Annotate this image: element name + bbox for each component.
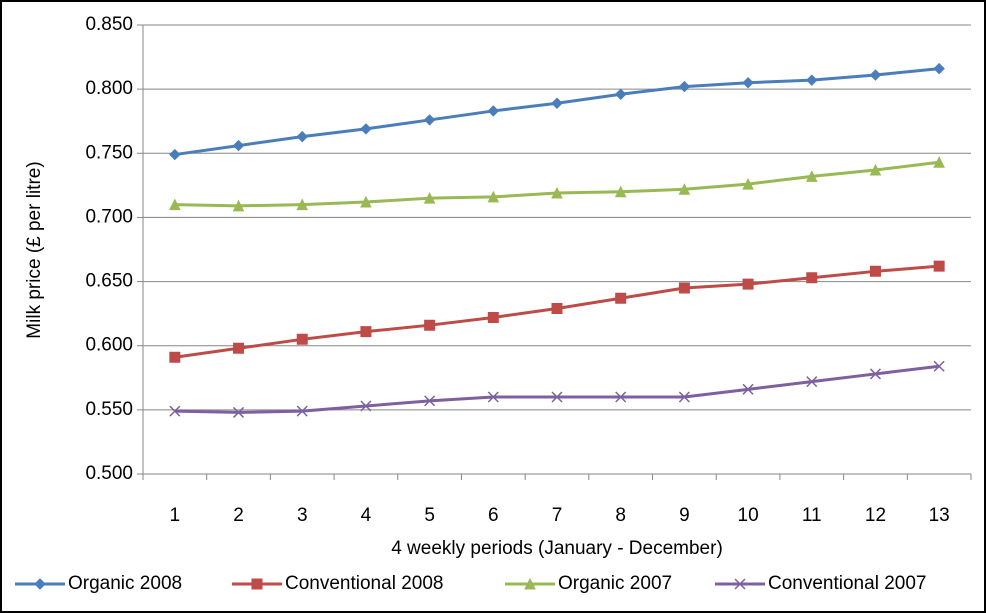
- legend-label: Organic 2007: [558, 573, 672, 594]
- data-point: [360, 326, 372, 338]
- legend-marker: [251, 578, 263, 590]
- data-point: [742, 177, 754, 190]
- data-point: [169, 148, 181, 161]
- data-point: [360, 400, 372, 412]
- data-point: [615, 292, 627, 304]
- legend-label: Organic 2008: [68, 573, 182, 594]
- data-point: [232, 139, 245, 152]
- data-point: [487, 190, 500, 203]
- data-point: [742, 77, 754, 89]
- data-point: [424, 319, 436, 331]
- data-point: [360, 123, 372, 135]
- x-tick-label: 7: [552, 505, 563, 526]
- data-point: [233, 406, 245, 418]
- data-point: [169, 405, 181, 417]
- data-point: [742, 278, 754, 290]
- data-point: [487, 105, 500, 117]
- data-point: [933, 260, 945, 272]
- data-point: [169, 198, 181, 211]
- legend-marker: [734, 578, 746, 590]
- data-point: [805, 170, 818, 182]
- x-tick-label: 1: [170, 505, 181, 526]
- x-tick-label: 3: [297, 505, 308, 526]
- data-point: [678, 80, 691, 93]
- y-tick-label: 0.650: [85, 271, 133, 292]
- y-axis-label: Milk price (£ per litre): [24, 161, 45, 338]
- y-tick-label: 0.600: [85, 335, 133, 356]
- x-tick-label: 8: [615, 505, 626, 526]
- data-point: [614, 185, 627, 198]
- legend-label: Conventional 2007: [768, 573, 926, 594]
- data-point: [869, 368, 881, 380]
- data-point: [806, 376, 818, 388]
- data-point: [296, 130, 308, 143]
- y-tick-label: 0.800: [85, 78, 133, 99]
- data-point: [806, 74, 818, 86]
- x-axis-label: 4 weekly periods (January - December): [391, 538, 723, 559]
- legend-label: Conventional 2008: [285, 573, 443, 594]
- x-tick-label: 6: [488, 505, 499, 526]
- x-tick-label: 11: [802, 505, 822, 526]
- x-tick-label: 2: [233, 505, 244, 526]
- data-point: [423, 114, 436, 126]
- x-tick-label: 10: [738, 505, 759, 526]
- x-tick-label: 4: [361, 505, 372, 526]
- data-point: [487, 391, 499, 403]
- data-point: [487, 311, 499, 323]
- data-point: [614, 88, 627, 100]
- data-point: [933, 360, 945, 372]
- y-tick-label: 0.700: [85, 206, 133, 227]
- data-point: [423, 192, 436, 204]
- legend-marker: [524, 577, 536, 590]
- data-point: [551, 391, 563, 403]
- data-point: [551, 303, 563, 315]
- x-tick-label: 13: [929, 505, 950, 526]
- data-point: [233, 342, 245, 354]
- y-tick-label: 0.500: [85, 463, 133, 484]
- data-point: [678, 391, 690, 403]
- data-point: [296, 198, 309, 211]
- y-tick-label: 0.550: [85, 399, 133, 420]
- data-point: [869, 265, 881, 277]
- data-point: [551, 186, 563, 199]
- data-point: [615, 391, 627, 403]
- data-point: [869, 69, 882, 81]
- legend-marker: [34, 578, 46, 590]
- data-point: [678, 183, 691, 195]
- x-tick-label: 5: [424, 505, 435, 526]
- data-point: [296, 405, 308, 417]
- x-tick-label: 12: [865, 505, 886, 526]
- x-tick-label: 9: [679, 505, 690, 526]
- data-point: [360, 195, 372, 208]
- y-tick-label: 0.750: [85, 142, 133, 163]
- data-point: [933, 62, 945, 75]
- data-point: [232, 199, 245, 212]
- data-point: [869, 163, 882, 176]
- data-point: [678, 282, 690, 294]
- data-point: [551, 97, 563, 109]
- data-point: [169, 351, 181, 363]
- data-point: [424, 395, 436, 407]
- data-point: [933, 156, 945, 168]
- data-point: [296, 333, 308, 345]
- data-point: [806, 272, 818, 284]
- data-point: [742, 383, 754, 395]
- y-tick-label: 0.850: [85, 14, 133, 35]
